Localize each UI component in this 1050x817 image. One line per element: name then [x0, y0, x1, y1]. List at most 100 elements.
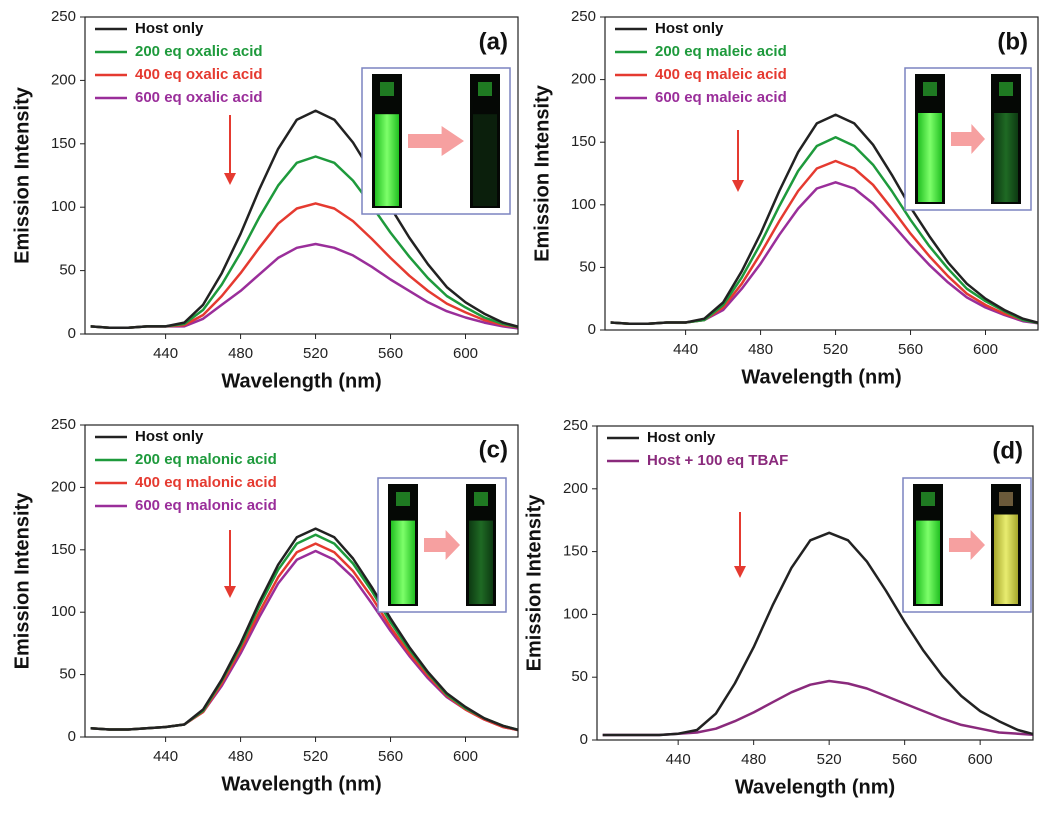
vial-liquid — [391, 520, 415, 604]
inset-arrow — [408, 126, 464, 156]
y-tick-label: 0 — [68, 325, 76, 342]
panel: 0 50 100 150 200 250 440 480 520 560 600 Wavelength… — [11, 8, 519, 392]
panel: 0 50 100 150 200 250 440 480 520 560 600 Wavelength… — [11, 416, 519, 795]
arrow-head — [224, 173, 236, 185]
y-tick-label: 250 — [51, 416, 76, 433]
y-tick-label: 50 — [59, 666, 76, 683]
inset-arrow — [424, 530, 460, 560]
vial-cap — [396, 492, 410, 506]
plot-frame — [84, 424, 519, 738]
vial-cap — [921, 492, 935, 506]
x-axis-label: Wavelength (nm) — [221, 370, 381, 392]
x-tick-label: 440 — [153, 748, 178, 765]
y-axis-label: Emission Intensity — [11, 86, 33, 264]
x-tick-label: 440 — [666, 751, 691, 768]
y-tick-label: 100 — [51, 198, 76, 215]
vial-liquid — [375, 114, 399, 206]
x-tick-label: 480 — [228, 748, 253, 765]
y-tick-label: 200 — [571, 71, 596, 88]
plot-lines — [90, 109, 518, 330]
legend-label: Host + 100 eq TBAF — [647, 452, 788, 469]
x-tick-label: 600 — [453, 748, 478, 765]
legend-label: Host only — [647, 429, 716, 446]
series-line — [610, 113, 1038, 325]
vial-cap — [380, 82, 394, 96]
y-tick-label: 150 — [51, 541, 76, 558]
y-tick-label: 0 — [580, 731, 588, 748]
y-tick-label: 100 — [563, 605, 588, 622]
panel: 0 50 100 150 200 250 440 480 520 560 600 Wavelength… — [531, 8, 1039, 388]
legend-label: Host only — [135, 20, 204, 37]
y-tick-label: 0 — [588, 321, 596, 338]
arrow-head — [732, 180, 744, 192]
vial-cap — [999, 492, 1013, 506]
y-tick-label: 200 — [51, 71, 76, 88]
vial-cap — [478, 82, 492, 96]
plot-frame — [604, 16, 1039, 331]
panel-label: (b) — [997, 28, 1028, 55]
y-tick-label: 250 — [563, 417, 588, 434]
x-tick-label: 600 — [968, 751, 993, 768]
x-tick-label: 480 — [741, 751, 766, 768]
y-tick-label: 150 — [51, 135, 76, 152]
x-tick-label: 520 — [303, 345, 328, 362]
series-line — [90, 242, 518, 330]
y-tick-label: 50 — [579, 258, 596, 275]
x-tick-label: 560 — [378, 345, 403, 362]
y-tick-label: 250 — [571, 8, 596, 25]
y-tick-label: 200 — [563, 480, 588, 497]
y-tick-label: 100 — [51, 603, 76, 620]
legend-label: Host only — [655, 20, 724, 37]
series-line — [90, 109, 518, 329]
panel-label: (d) — [992, 437, 1023, 464]
x-tick-label: 520 — [303, 748, 328, 765]
y-tick-label: 150 — [571, 133, 596, 150]
y-axis-label: Emission Intensity — [11, 492, 33, 670]
vial-cap — [474, 492, 488, 506]
inset-arrow — [951, 124, 985, 154]
x-tick-label: 520 — [817, 751, 842, 768]
panel: 0 50 100 150 200 250 440 480 520 560 600 Wavelength… — [523, 417, 1034, 798]
x-tick-label: 600 — [973, 341, 998, 358]
x-tick-label: 520 — [823, 341, 848, 358]
panel-label: (a) — [479, 28, 508, 55]
vial-liquid — [994, 514, 1018, 604]
panel-label: (c) — [479, 436, 508, 463]
x-tick-label: 560 — [378, 748, 403, 765]
plot-lines — [610, 113, 1038, 325]
legend-label: 200 eq oxalic acid — [135, 43, 263, 60]
legend-label: 400 eq oxalic acid — [135, 66, 263, 83]
legend-label: 200 eq malonic acid — [135, 451, 277, 468]
y-tick-label: 0 — [68, 728, 76, 745]
y-tick-label: 50 — [59, 262, 76, 279]
x-tick-label: 560 — [898, 341, 923, 358]
y-tick-label: 250 — [51, 8, 76, 25]
vial-liquid — [473, 114, 497, 206]
vial-liquid — [918, 113, 942, 202]
x-tick-label: 440 — [673, 341, 698, 358]
plot-lines — [602, 531, 1033, 737]
vial-cap — [923, 82, 937, 96]
legend-label: 600 eq oxalic acid — [135, 89, 263, 106]
y-tick-label: 150 — [563, 543, 588, 560]
series-line — [90, 527, 518, 732]
plot-lines — [90, 527, 518, 732]
legend-label: 600 eq malonic acid — [135, 497, 277, 514]
y-axis-label: Emission Intensity — [531, 84, 553, 262]
x-tick-label: 480 — [748, 341, 773, 358]
legend-label: Host only — [135, 428, 204, 445]
plot-frame — [84, 16, 519, 335]
vial-cap — [999, 82, 1013, 96]
x-tick-label: 600 — [453, 345, 478, 362]
vial-liquid — [916, 520, 940, 604]
legend-label: 400 eq malonic acid — [135, 474, 277, 491]
inset-arrow — [949, 530, 985, 560]
series-line — [602, 679, 1033, 737]
plot-frame — [596, 425, 1034, 741]
y-tick-label: 100 — [571, 196, 596, 213]
x-axis-label: Wavelength (nm) — [735, 776, 895, 798]
legend-label: 400 eq maleic acid — [655, 66, 787, 83]
y-tick-label: 50 — [571, 668, 588, 685]
vial-liquid — [469, 520, 493, 604]
y-axis-label: Emission Intensity — [523, 494, 545, 672]
